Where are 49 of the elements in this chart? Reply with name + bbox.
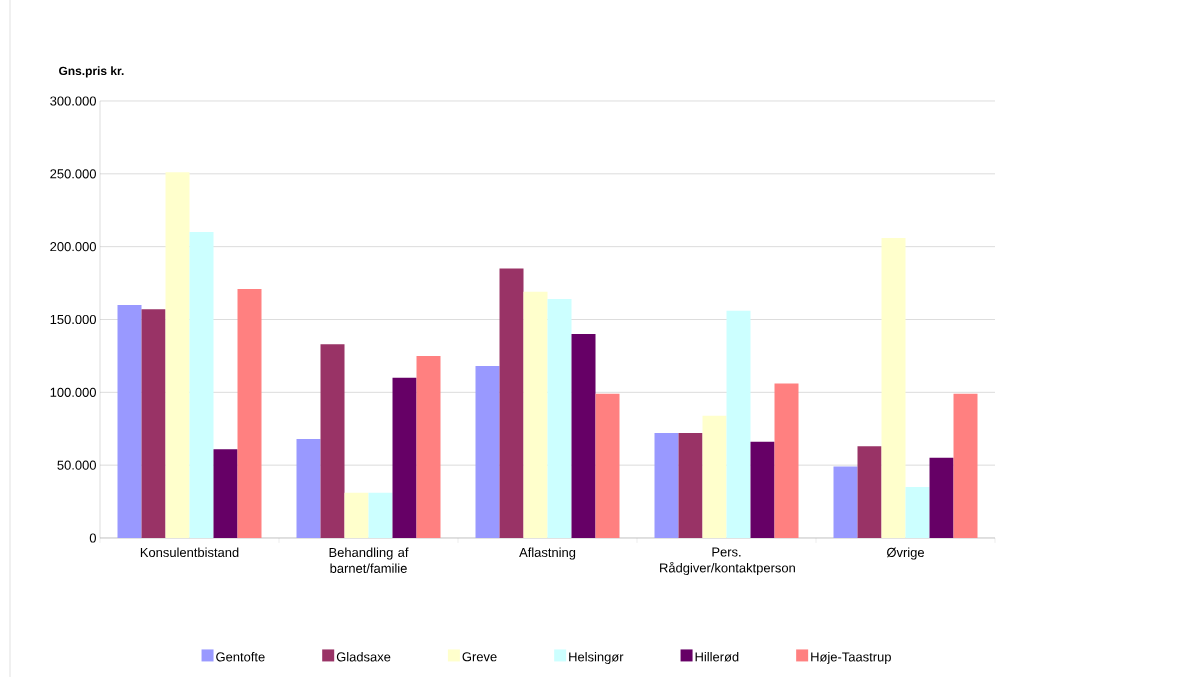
bar bbox=[344, 492, 369, 538]
y-tick-label: 250.000 bbox=[50, 169, 96, 179]
x-tick-label: Aflastning bbox=[519, 547, 576, 560]
bar bbox=[189, 232, 214, 538]
bar bbox=[499, 268, 524, 538]
bar bbox=[237, 288, 262, 538]
bar bbox=[475, 366, 500, 538]
y-tick-label: 150.000 bbox=[50, 314, 96, 325]
bar bbox=[929, 457, 954, 538]
bar bbox=[213, 449, 238, 538]
y-tick-label: 50.000 bbox=[57, 460, 96, 470]
x-tick-label: Behandling af barnet/familie bbox=[329, 547, 409, 573]
y-axis-title: Gns.pris kr. bbox=[59, 66, 124, 78]
bar bbox=[141, 309, 166, 538]
legend-label: Greve bbox=[462, 652, 497, 662]
bar bbox=[571, 334, 596, 538]
legend-label: Helsingør bbox=[569, 651, 624, 665]
bar bbox=[595, 393, 620, 538]
bar bbox=[296, 438, 321, 538]
bar bbox=[523, 291, 548, 538]
x-tick-label: Øvrige bbox=[886, 547, 924, 560]
legend-label: Hillerød bbox=[695, 651, 739, 662]
bar bbox=[392, 377, 417, 538]
legend-label: Gladsaxe bbox=[336, 651, 391, 662]
x-tick-label: Konsulentbistand bbox=[140, 547, 239, 558]
bar bbox=[117, 304, 142, 538]
bar bbox=[750, 441, 775, 538]
bar bbox=[702, 415, 727, 538]
bar bbox=[416, 355, 441, 538]
x-tick-label: Pers. Rådgiver/kontaktperson bbox=[660, 547, 795, 576]
y-tick-label: 0 bbox=[89, 533, 96, 543]
bar bbox=[881, 237, 906, 538]
y-tick-label: 200.000 bbox=[50, 242, 96, 252]
bar bbox=[905, 487, 930, 538]
bar bbox=[857, 446, 882, 538]
bar bbox=[368, 492, 393, 538]
y-tick-label: 300.000 bbox=[50, 96, 96, 106]
bar bbox=[726, 310, 751, 538]
y-tick-label: 100.000 bbox=[50, 387, 96, 397]
bar bbox=[654, 433, 679, 538]
bar bbox=[678, 433, 703, 538]
bar bbox=[547, 299, 572, 538]
legend-label: Gentofte bbox=[216, 651, 265, 662]
bar bbox=[320, 344, 345, 538]
bar bbox=[774, 383, 799, 538]
bar bbox=[165, 172, 190, 538]
bar bbox=[953, 393, 978, 538]
bar bbox=[833, 466, 858, 538]
legend-label: Høje-Taastrup bbox=[811, 651, 891, 665]
